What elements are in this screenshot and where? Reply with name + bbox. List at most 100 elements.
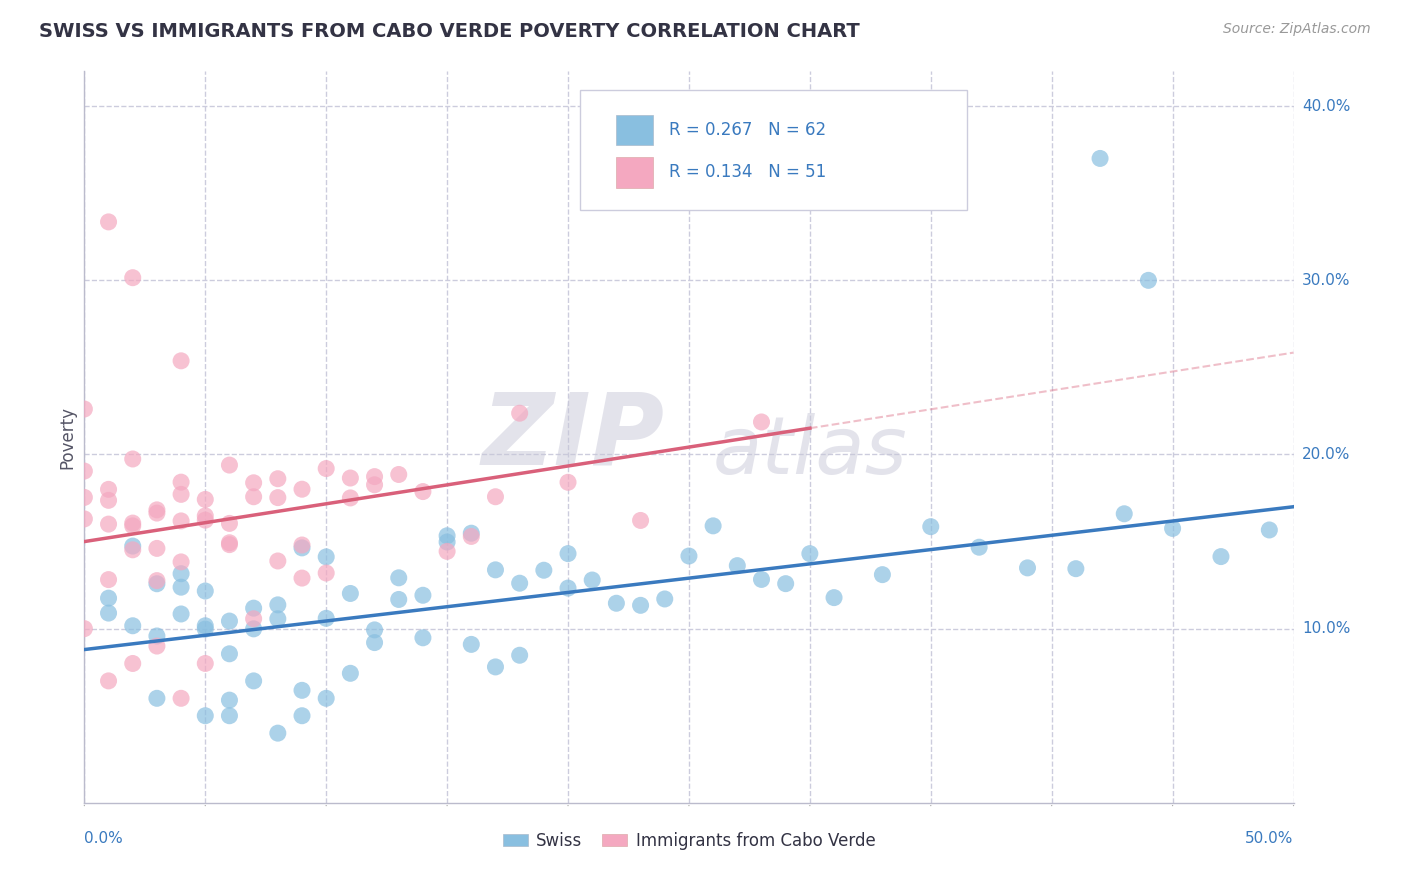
Point	[339, 666, 361, 681]
Point	[605, 596, 627, 610]
FancyBboxPatch shape	[616, 157, 654, 187]
Point	[315, 691, 337, 706]
Point	[242, 475, 264, 490]
Point	[121, 270, 143, 285]
Point	[218, 535, 240, 549]
Text: R = 0.134   N = 51: R = 0.134 N = 51	[669, 163, 827, 181]
Point	[291, 571, 314, 585]
Point	[146, 541, 169, 556]
Point	[872, 567, 894, 582]
Point	[97, 215, 120, 229]
Point	[436, 535, 458, 549]
Point	[121, 619, 143, 633]
Point	[267, 491, 290, 505]
Point	[412, 631, 434, 645]
Point	[97, 483, 120, 497]
Point	[194, 619, 217, 633]
Point	[581, 573, 603, 587]
Point	[146, 691, 169, 706]
Text: 50.0%: 50.0%	[1246, 830, 1294, 846]
Point	[751, 415, 773, 429]
Point	[267, 554, 290, 568]
Text: 20.0%: 20.0%	[1302, 447, 1350, 462]
Point	[242, 612, 264, 626]
Point	[509, 576, 531, 591]
Point	[97, 573, 120, 587]
Point	[1258, 523, 1281, 537]
Point	[291, 683, 314, 698]
Point	[97, 517, 120, 532]
Point	[339, 586, 361, 600]
Point	[967, 540, 990, 554]
Point	[121, 539, 143, 553]
Point	[267, 726, 290, 740]
Point	[267, 612, 290, 626]
Point	[1161, 521, 1184, 535]
Point	[194, 508, 217, 523]
Point	[509, 648, 531, 663]
Point	[920, 519, 942, 533]
Point	[146, 574, 169, 588]
Point	[267, 472, 290, 486]
Point	[170, 354, 193, 368]
Point	[654, 591, 676, 606]
Point	[97, 606, 120, 620]
Point	[1064, 562, 1087, 576]
Point	[218, 516, 240, 531]
Point	[557, 547, 579, 561]
Point	[73, 512, 96, 526]
Point	[1209, 549, 1232, 564]
Point	[146, 629, 169, 643]
Point	[73, 464, 96, 478]
Point	[194, 657, 217, 671]
Point	[218, 458, 240, 472]
Point	[363, 635, 385, 649]
Y-axis label: Poverty: Poverty	[58, 406, 76, 468]
Text: 10.0%: 10.0%	[1302, 621, 1350, 636]
Point	[1114, 507, 1136, 521]
Point	[218, 647, 240, 661]
Point	[242, 622, 264, 636]
Point	[291, 482, 314, 496]
Point	[412, 484, 434, 499]
FancyBboxPatch shape	[581, 90, 967, 211]
Point	[460, 637, 482, 651]
Point	[121, 542, 143, 557]
Point	[630, 513, 652, 527]
Point	[97, 673, 120, 688]
Point	[291, 538, 314, 552]
Point	[146, 576, 169, 591]
Text: 30.0%: 30.0%	[1302, 273, 1350, 288]
Text: 0.0%: 0.0%	[84, 830, 124, 846]
Point	[291, 541, 314, 555]
Point	[194, 622, 217, 636]
Point	[533, 563, 555, 577]
Point	[725, 558, 748, 573]
Point	[751, 573, 773, 587]
Point	[363, 469, 385, 483]
Point	[170, 607, 193, 621]
Point	[170, 514, 193, 528]
Text: ZIP: ZIP	[482, 389, 665, 485]
Point	[557, 581, 579, 595]
Point	[121, 516, 143, 530]
Point	[315, 549, 337, 564]
Text: R = 0.267   N = 62: R = 0.267 N = 62	[669, 121, 827, 139]
Point	[509, 406, 531, 420]
Point	[146, 639, 169, 653]
Point	[460, 526, 482, 541]
Point	[73, 491, 96, 505]
Point	[315, 461, 337, 475]
Point	[170, 580, 193, 594]
Point	[242, 601, 264, 615]
Point	[557, 475, 579, 490]
Point	[218, 693, 240, 707]
Point	[170, 566, 193, 581]
Point	[484, 563, 506, 577]
Point	[775, 576, 797, 591]
Point	[436, 544, 458, 558]
Point	[73, 622, 96, 636]
Point	[267, 598, 290, 612]
Point	[388, 571, 411, 585]
Point	[291, 708, 314, 723]
